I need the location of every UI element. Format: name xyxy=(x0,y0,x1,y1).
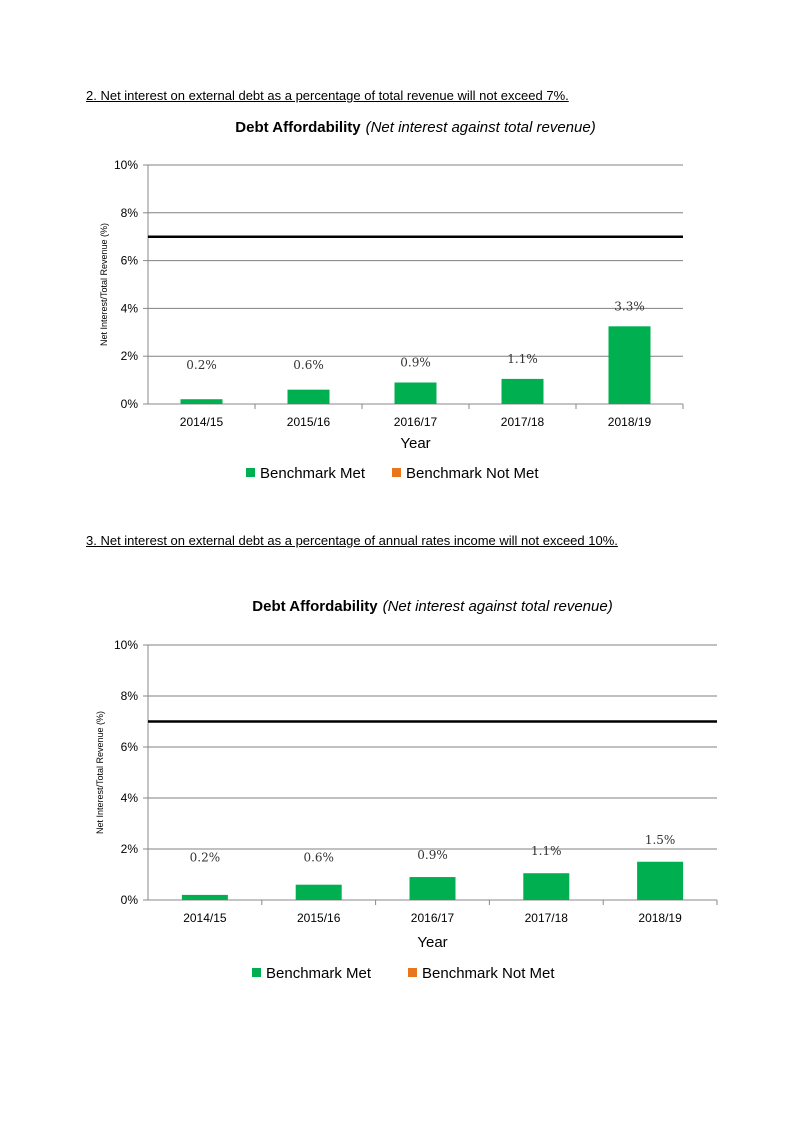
x-tick-label: 2016/17 xyxy=(411,911,455,925)
x-tick-label: 2017/18 xyxy=(525,911,569,925)
legend-label-not-met: Benchmark Not Met xyxy=(406,465,539,482)
bar-2014-15 xyxy=(181,894,228,900)
x-tick-label: 2016/17 xyxy=(394,415,438,429)
y-tick-label: 2% xyxy=(121,842,139,856)
data-label: 0.6% xyxy=(293,358,324,372)
x-axis-label: Year xyxy=(400,435,430,452)
data-label: 1.5% xyxy=(645,833,676,847)
bar-2017-18 xyxy=(523,873,570,900)
y-tick-label: 4% xyxy=(121,791,139,805)
y-tick-label: 10% xyxy=(114,158,138,172)
y-tick-label: 0% xyxy=(121,397,139,411)
chart-svg-1: Debt Affordability (Net interest against … xyxy=(99,119,684,482)
data-label: 1.1% xyxy=(531,844,562,858)
data-label: 3.3% xyxy=(614,299,645,313)
x-tick-label: 2015/16 xyxy=(297,911,341,925)
bar-2016-17 xyxy=(409,877,456,900)
chart-title: Debt Affordability (Net interest against … xyxy=(235,119,595,136)
legend-swatch-met xyxy=(252,968,261,977)
bar-2018-19 xyxy=(608,326,651,404)
data-label: 0.2% xyxy=(186,358,217,372)
legend-swatch-not-met xyxy=(408,968,417,977)
chart-subtitle: (Net interest against total revenue) xyxy=(383,598,613,615)
y-axis-label: Net Interest/Total Revenue (%) xyxy=(95,711,105,834)
x-tick-label: 2018/19 xyxy=(608,415,652,429)
y-tick-label: 6% xyxy=(121,740,139,754)
bar-2015-16 xyxy=(295,884,342,900)
y-tick-label: 0% xyxy=(121,893,139,907)
bar-2017-18 xyxy=(501,378,544,404)
data-label: 0.6% xyxy=(303,851,334,865)
legend-swatch-not-met xyxy=(392,468,401,477)
section-heading-net-interest-rates-income: 3. Net interest on external debt as a pe… xyxy=(86,533,618,548)
x-tick-label: 2014/15 xyxy=(180,415,224,429)
chart-title-main: Debt Affordability xyxy=(235,119,361,136)
y-tick-label: 8% xyxy=(121,689,139,703)
y-axis-label: Net Interest/Total Revenue (%) xyxy=(99,223,109,346)
x-tick-label: 2017/18 xyxy=(501,415,545,429)
x-axis-label: Year xyxy=(417,934,447,951)
legend-label-not-met: Benchmark Not Met xyxy=(422,965,555,982)
chart-subtitle: (Net interest against total revenue) xyxy=(366,119,596,136)
y-tick-label: 10% xyxy=(114,638,138,652)
chart-svg-2: Debt Affordability (Net interest against … xyxy=(95,598,718,982)
section-heading-net-interest-total-revenue: 2. Net interest on external debt as a pe… xyxy=(86,88,569,103)
bar-2015-16 xyxy=(287,389,330,404)
bar-2014-15 xyxy=(180,399,223,404)
y-tick-label: 6% xyxy=(121,254,139,268)
legend-swatch-met xyxy=(246,468,255,477)
data-label: 0.2% xyxy=(190,851,221,865)
data-label: 0.9% xyxy=(417,848,448,862)
y-tick-label: 2% xyxy=(121,349,139,363)
legend-label-met: Benchmark Met xyxy=(266,965,372,982)
bar-2016-17 xyxy=(394,382,437,404)
data-label: 1.1% xyxy=(507,352,538,366)
data-label: 0.9% xyxy=(400,355,431,369)
chart-title-main: Debt Affordability xyxy=(252,598,378,615)
y-tick-label: 8% xyxy=(121,206,139,220)
x-tick-label: 2018/19 xyxy=(638,911,682,925)
x-tick-label: 2014/15 xyxy=(183,911,227,925)
debt-affordability-chart-2: Debt Affordability (Net interest against … xyxy=(0,585,797,1010)
debt-affordability-chart-1: Debt Affordability (Net interest against … xyxy=(0,110,797,515)
legend-label-met: Benchmark Met xyxy=(260,465,366,482)
chart-title: Debt Affordability (Net interest against … xyxy=(252,598,612,615)
y-tick-label: 4% xyxy=(121,301,139,315)
x-tick-label: 2015/16 xyxy=(287,415,331,429)
bar-2018-19 xyxy=(637,861,684,900)
